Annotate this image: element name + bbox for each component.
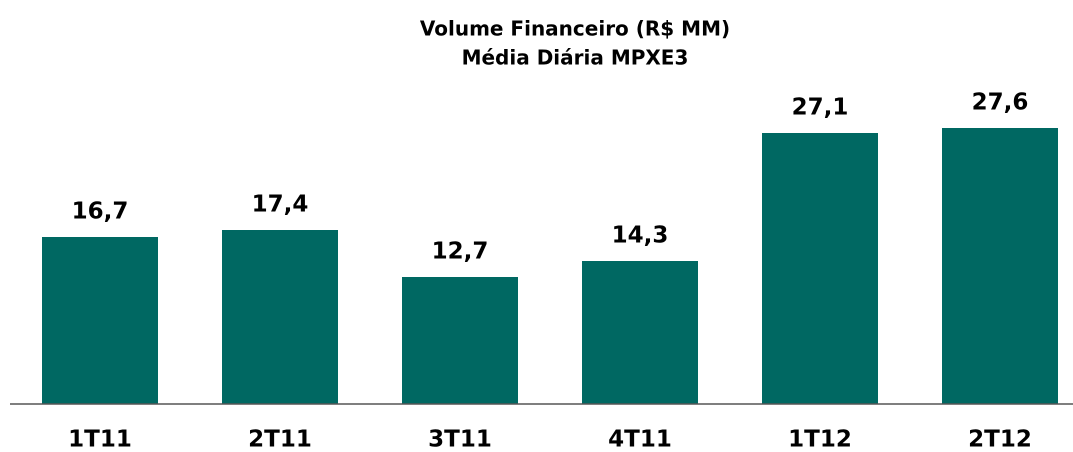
value-label: 16,7 <box>72 199 129 225</box>
bar <box>942 128 1058 404</box>
x-tick-label: 1T12 <box>788 427 852 452</box>
x-tick-label: 4T11 <box>608 427 672 452</box>
x-tick-label: 1T11 <box>68 427 132 452</box>
chart-title: Volume Financeiro (R$ MM) <box>420 17 730 41</box>
bar <box>582 261 698 404</box>
bar <box>402 277 518 404</box>
bar <box>42 237 158 404</box>
x-tick-label: 2T11 <box>248 427 312 452</box>
bar <box>222 230 338 404</box>
chart-subtitle: Média Diária MPXE3 <box>462 46 689 70</box>
value-label: 17,4 <box>252 192 309 218</box>
value-label: 12,7 <box>432 239 489 265</box>
value-label: 27,6 <box>972 90 1029 116</box>
value-label: 14,3 <box>612 223 669 249</box>
bar <box>762 133 878 404</box>
value-label: 27,1 <box>792 95 849 121</box>
x-tick-label: 3T11 <box>428 427 492 452</box>
x-tick-label: 2T12 <box>968 427 1032 452</box>
